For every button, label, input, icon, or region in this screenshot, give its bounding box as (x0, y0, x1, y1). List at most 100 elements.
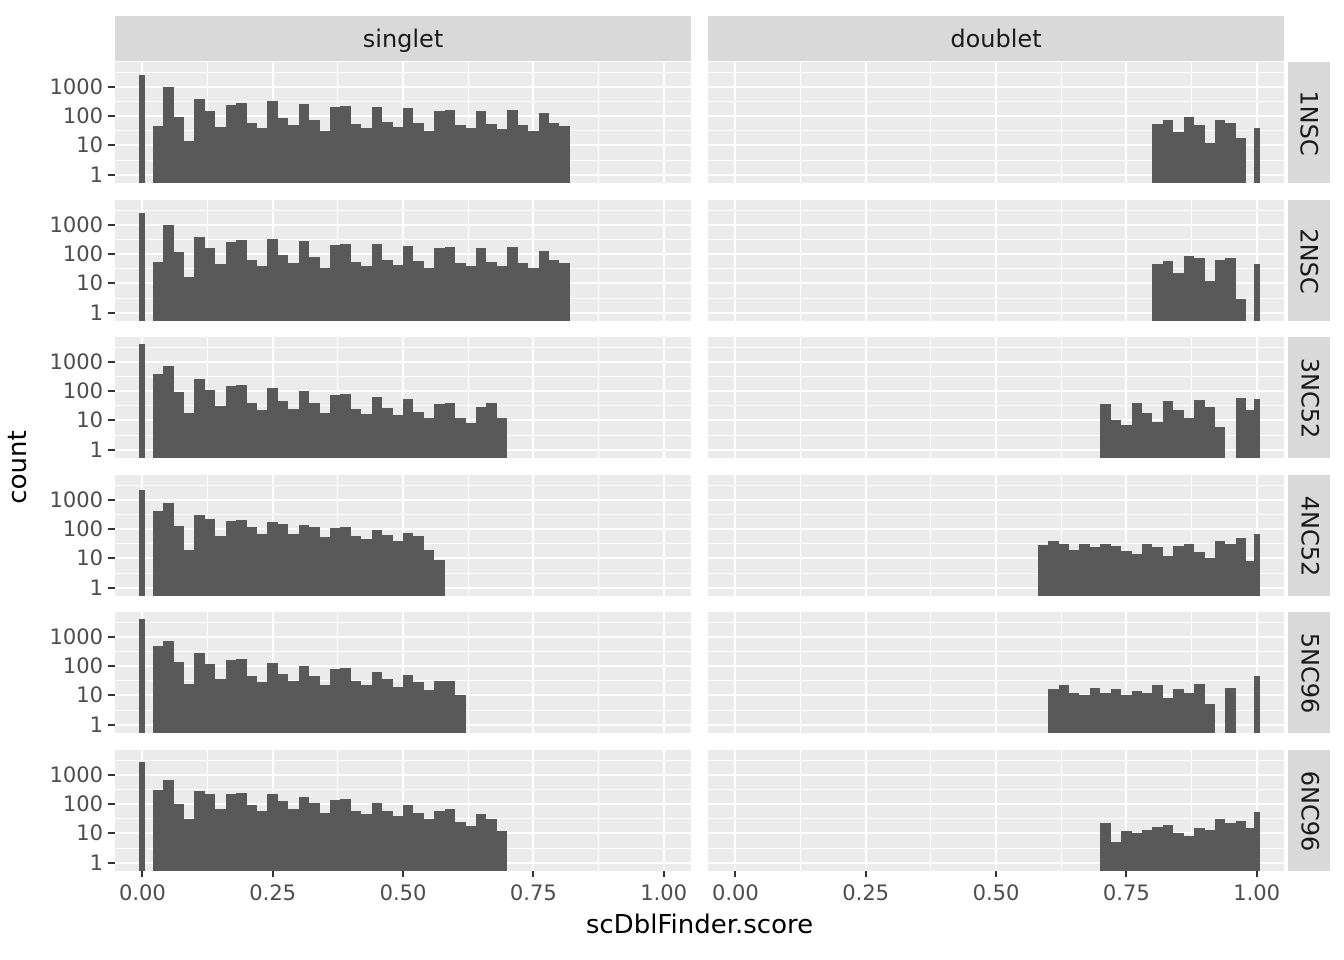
gridline-major (1255, 612, 1258, 733)
gridline-major (864, 62, 867, 183)
histogram-bar (382, 259, 393, 321)
histogram-bar (496, 831, 508, 871)
x-axis-tick (1255, 871, 1258, 877)
histogram-bar (163, 366, 174, 458)
histogram-bar (423, 549, 435, 596)
histogram-bar (215, 127, 226, 183)
gridline-major (1255, 750, 1258, 871)
histogram-bar (163, 224, 174, 321)
histogram-bar (1204, 830, 1215, 871)
gridline-major (532, 200, 535, 321)
histogram-bar (1121, 831, 1132, 871)
histogram-bar (319, 267, 331, 321)
histogram-bar (340, 526, 351, 596)
panel-singlet-6NC96 (115, 750, 691, 871)
histogram-bar (257, 533, 268, 596)
histogram-bar (236, 659, 247, 733)
histogram-bar (330, 244, 341, 321)
gridline-major (1255, 337, 1258, 458)
histogram-bar (257, 810, 268, 871)
histogram-bar (267, 100, 278, 183)
panel-doublet-3NC52 (708, 337, 1284, 458)
x-axis-title: scDblFinder.score (585, 910, 814, 940)
facet-strip-4NC52: 4NC52 (1288, 475, 1330, 596)
histogram-bar (204, 794, 216, 871)
histogram-bar (1110, 842, 1122, 871)
histogram-bar (267, 387, 278, 458)
gridline-minor (467, 750, 469, 871)
y-axis-tick (108, 419, 115, 422)
histogram-bar (444, 109, 456, 183)
histogram-bar (1225, 823, 1236, 871)
facet-strip-label: 1NSC (1295, 89, 1323, 156)
histogram-bar (423, 267, 435, 321)
gridline-minor (597, 475, 599, 596)
y-axis-tick (108, 144, 115, 147)
histogram-bar (465, 423, 476, 458)
histogram-bar (194, 236, 205, 321)
histogram-bar (1204, 407, 1215, 458)
histogram-bar (1173, 689, 1184, 733)
histogram-bar (475, 814, 487, 871)
histogram-bar (486, 819, 497, 871)
histogram-bar (163, 780, 174, 871)
histogram-bar (486, 402, 497, 458)
panel-singlet-5NC96 (115, 612, 691, 733)
histogram-bar (1058, 543, 1069, 596)
histogram-bar (1173, 410, 1184, 458)
histogram-bar (194, 653, 205, 733)
x-tick-label: 0.00 (118, 881, 166, 905)
histogram-bar (277, 673, 289, 733)
histogram-bar (486, 261, 497, 321)
x-tick-label: 0.75 (509, 881, 557, 905)
histogram-bar (319, 812, 331, 871)
histogram-bar (152, 261, 164, 321)
histogram-bar (1162, 401, 1174, 458)
gridline-major (864, 612, 867, 733)
x-axis-tick (141, 871, 144, 877)
panel-singlet-2NSC (115, 200, 691, 321)
y-tick-label: 1 (89, 575, 103, 600)
histogram-bar (330, 668, 341, 733)
y-axis-tick (108, 557, 115, 560)
histogram-bar (465, 128, 476, 183)
histogram-bar (1235, 137, 1247, 183)
histogram-bar (298, 796, 310, 871)
y-tick-label: 100 (62, 654, 103, 679)
gridline-major (1255, 62, 1258, 183)
histogram-bar (1152, 685, 1163, 733)
facet-strip-6NC96: 6NC96 (1288, 750, 1330, 871)
gridline-major (662, 337, 665, 458)
histogram-bar (184, 683, 195, 733)
histogram-bar (465, 825, 476, 871)
gridline-minor (467, 200, 469, 321)
gridline-major (734, 612, 737, 733)
x-tick-label: 0.25 (842, 881, 890, 905)
histogram-bar (382, 408, 393, 458)
histogram-bar (215, 808, 226, 871)
x-axis-tick (734, 871, 737, 877)
facet-strip-label: 5NC96 (1295, 632, 1323, 713)
histogram-bar (392, 816, 403, 871)
histogram-bar (1173, 833, 1184, 871)
histogram-bar (1204, 281, 1215, 321)
histogram-bar (1162, 824, 1174, 871)
histogram-bar (1204, 558, 1215, 596)
y-tick-label: 1000 (49, 74, 103, 99)
gridline-minor (1190, 475, 1192, 596)
histogram-bar (1131, 691, 1142, 733)
histogram-bar (215, 406, 226, 458)
histogram-bar (1152, 123, 1163, 183)
histogram-bar (267, 521, 278, 596)
histogram-bar (361, 414, 372, 458)
histogram-bar (1058, 685, 1069, 733)
histogram-bar (277, 800, 289, 871)
gridline-major (995, 337, 997, 458)
histogram-bar (1225, 257, 1236, 321)
histogram-bar (465, 265, 476, 321)
facet-strip-label: 2NSC (1295, 227, 1323, 294)
histogram-spike-bar (1253, 127, 1260, 183)
gridline-major (662, 750, 665, 871)
histogram-bar (340, 798, 351, 871)
